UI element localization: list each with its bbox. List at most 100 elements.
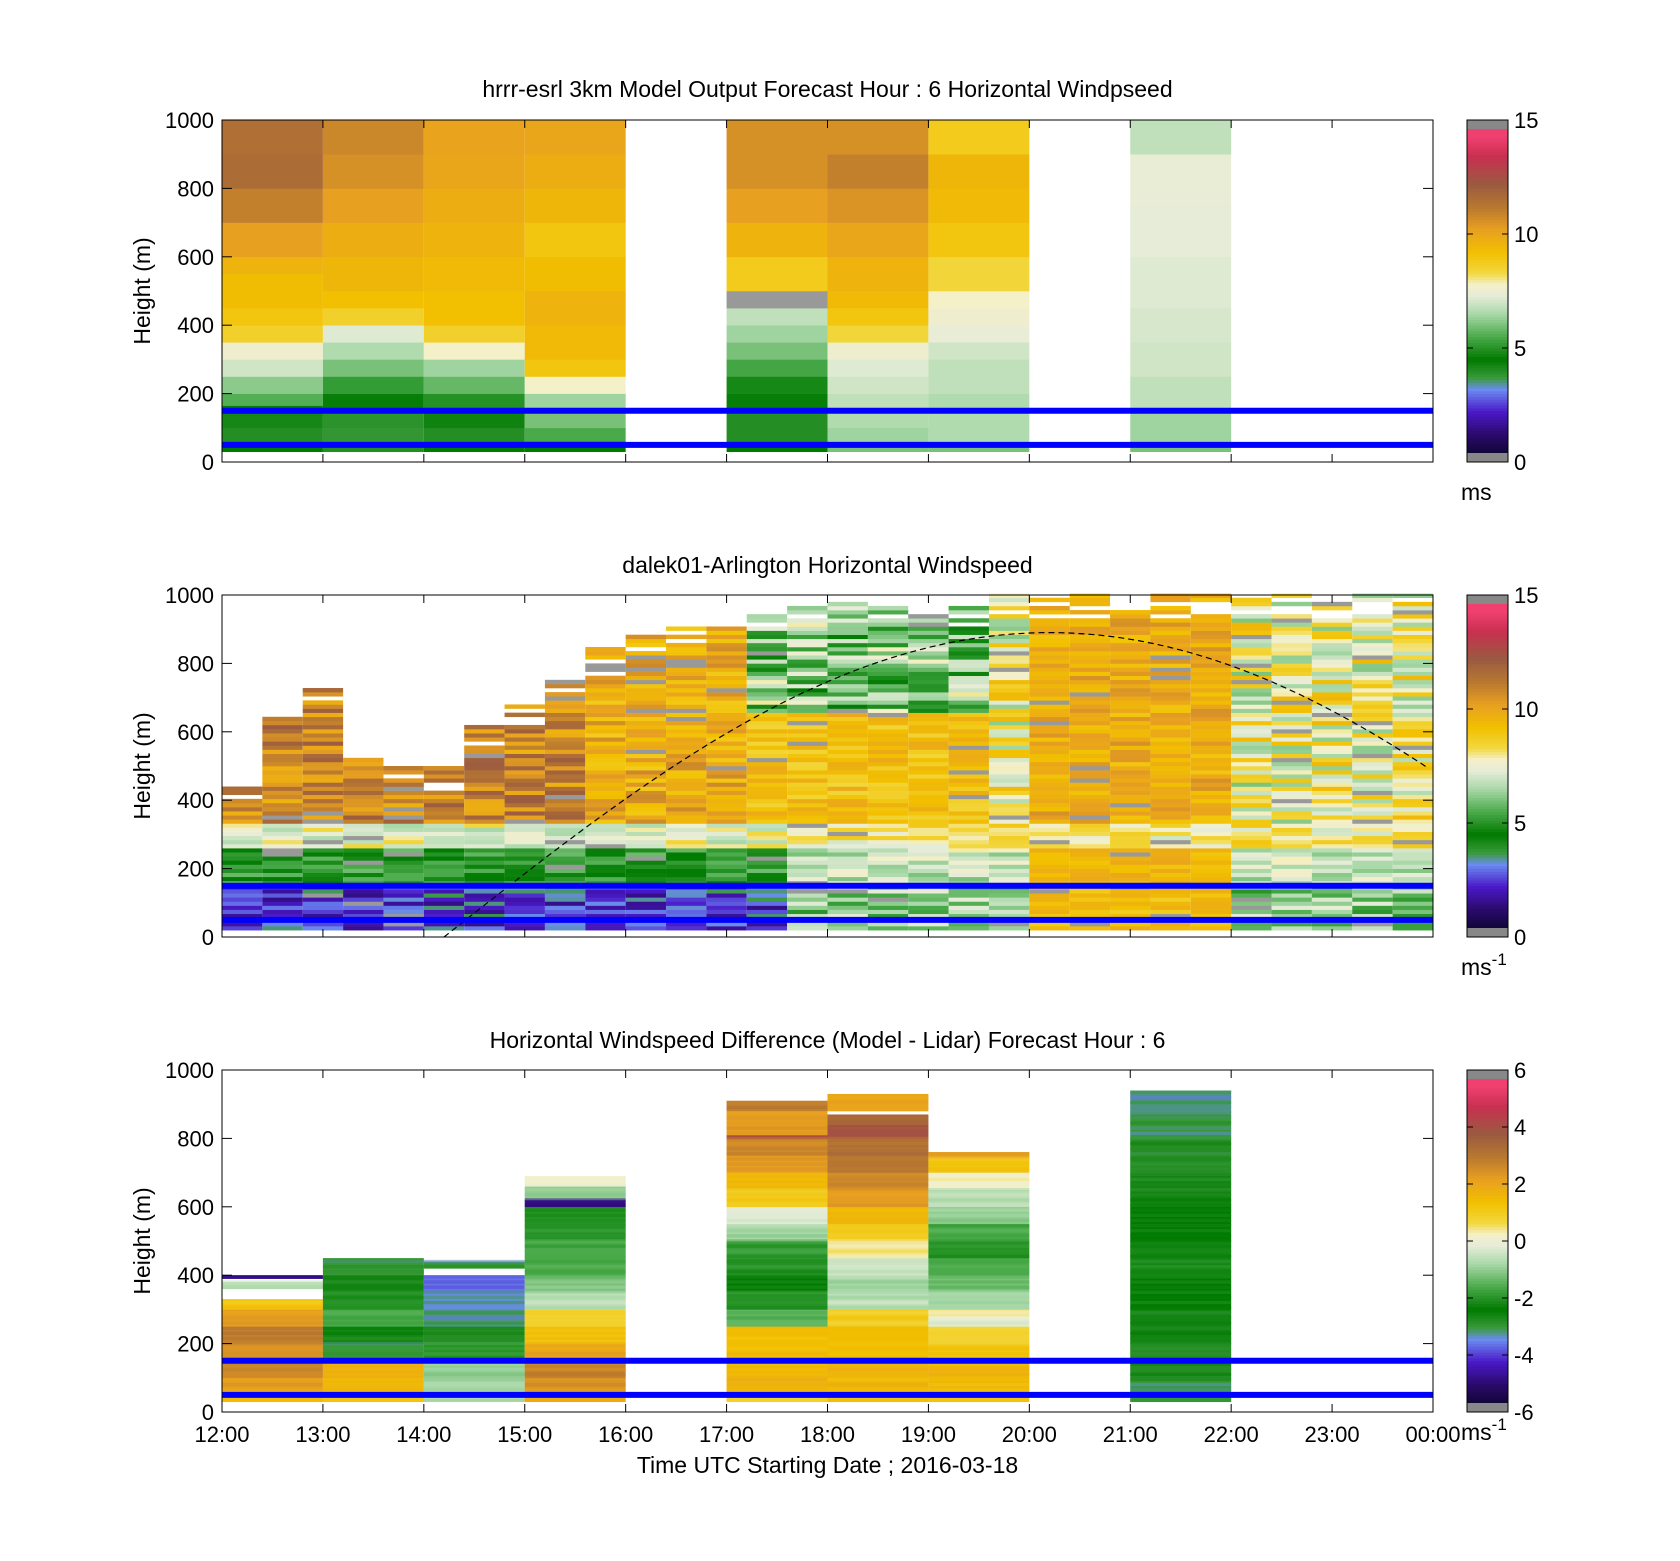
heatmap-cell xyxy=(1352,741,1393,746)
heatmap-cell xyxy=(988,815,1030,820)
x-tick-label: 13:00 xyxy=(295,1422,350,1447)
colorbar-swatch xyxy=(1467,1092,1508,1097)
heatmap-cell xyxy=(625,663,667,668)
heatmap-cell xyxy=(1231,848,1272,853)
heatmap-cell xyxy=(1069,745,1111,750)
colorbar-swatch xyxy=(1467,717,1508,721)
heatmap-cell xyxy=(504,905,545,910)
colorbar-swatch xyxy=(1467,840,1508,844)
heatmap-cell xyxy=(1110,766,1151,771)
colorbar-swatch xyxy=(1467,177,1508,181)
heatmap-stripe xyxy=(524,1336,626,1341)
heatmap-cell xyxy=(464,778,505,783)
heatmap-cell xyxy=(262,909,303,915)
heatmap-cell xyxy=(706,876,747,882)
heatmap-cell xyxy=(1029,794,1070,800)
colorbar-swatch xyxy=(1467,422,1508,426)
heatmap-cell xyxy=(1231,852,1272,857)
heatmap-cell xyxy=(1311,749,1353,754)
heatmap-cell xyxy=(666,802,707,808)
heatmap-cell xyxy=(1231,815,1272,820)
heatmap-cell xyxy=(585,675,626,681)
heatmap-cell xyxy=(827,856,868,861)
heatmap-cell xyxy=(423,120,525,155)
heatmap-cell xyxy=(666,868,707,874)
heatmap-cell xyxy=(1069,597,1111,603)
colorbar-swatch xyxy=(1467,689,1508,693)
heatmap-cell xyxy=(706,782,747,787)
heatmap-cell xyxy=(1352,716,1393,722)
heatmap-cell xyxy=(988,605,1030,611)
colorbar-swatch xyxy=(1467,726,1508,730)
colorbar-swatch xyxy=(1467,214,1508,218)
heatmap-cell xyxy=(948,708,989,713)
heatmap-cell xyxy=(1069,679,1111,685)
heatmap-cell xyxy=(1311,901,1353,906)
heatmap-stripe xyxy=(1130,1187,1232,1192)
colorbar-swatch xyxy=(1467,179,1508,184)
heatmap-cell xyxy=(867,688,909,693)
heatmap-column xyxy=(726,120,828,453)
heatmap-cell xyxy=(464,745,505,750)
heatmap-cell xyxy=(585,926,626,931)
heatmap-cell xyxy=(1352,622,1393,627)
heatmap-cell xyxy=(262,716,303,722)
heatmap-cell xyxy=(908,905,949,910)
heatmap-cell xyxy=(1271,712,1312,718)
heatmap-cell xyxy=(746,663,788,668)
heatmap-cell xyxy=(1392,905,1433,910)
heatmap-cell xyxy=(948,696,989,701)
colorbar-swatch xyxy=(1467,1149,1508,1154)
heatmap-cell xyxy=(908,774,949,779)
heatmap-stripe xyxy=(322,1398,424,1402)
heatmap-cell xyxy=(544,712,586,718)
y-tick-label: 800 xyxy=(177,176,214,201)
heatmap-cell xyxy=(787,618,828,623)
heatmap-cell xyxy=(343,835,384,841)
heatmap-cell xyxy=(262,724,303,730)
heatmap-cell xyxy=(423,291,525,326)
heatmap-cell xyxy=(1190,630,1232,635)
heatmap-cell xyxy=(222,897,263,902)
heatmap-stripe xyxy=(1130,1254,1232,1259)
heatmap-cell xyxy=(1069,626,1111,631)
heatmap-cell xyxy=(746,839,788,845)
heatmap-cell xyxy=(827,342,929,360)
heatmap-cell xyxy=(1392,835,1433,841)
heatmap-stripe xyxy=(524,1187,626,1192)
heatmap-stripe xyxy=(726,1218,828,1223)
heatmap-cell xyxy=(1110,811,1151,816)
heatmap-cell xyxy=(262,782,303,787)
heatmap-cell xyxy=(504,848,545,853)
heatmap-cell xyxy=(908,761,949,767)
heatmap-cell xyxy=(1392,675,1433,681)
heatmap-cell xyxy=(1029,663,1070,668)
heatmap-cell xyxy=(343,794,384,800)
heatmap-cell xyxy=(1231,782,1272,787)
heatmap-cell xyxy=(524,222,626,258)
colorbar-swatch xyxy=(1467,671,1508,676)
heatmap-cell xyxy=(383,852,424,857)
colorbar-swatch xyxy=(1467,1081,1508,1085)
heatmap-cell xyxy=(544,839,586,845)
heatmap-cell xyxy=(302,893,344,898)
heatmap-cell xyxy=(666,700,707,705)
heatmap-cell xyxy=(544,889,586,894)
heatmap-cell xyxy=(1110,692,1151,697)
heatmap-cell xyxy=(504,774,545,779)
heatmap-cell xyxy=(746,876,788,882)
heatmap-cell xyxy=(666,831,707,837)
heatmap-cells xyxy=(222,120,1232,453)
heatmap-cell xyxy=(1069,864,1111,869)
heatmap-cell xyxy=(464,893,505,898)
heatmap-cell xyxy=(1231,700,1272,705)
heatmap-stripe xyxy=(423,1290,525,1295)
colorbar-swatch xyxy=(1467,1104,1508,1108)
heatmap-cell xyxy=(1110,753,1151,759)
heatmap-cell xyxy=(1311,720,1353,726)
heatmap-cell xyxy=(726,427,828,442)
heatmap-cell xyxy=(464,823,505,828)
heatmap-cell xyxy=(666,716,707,722)
heatmap-cell xyxy=(1311,712,1353,718)
colorbar-swatch xyxy=(1467,825,1508,830)
